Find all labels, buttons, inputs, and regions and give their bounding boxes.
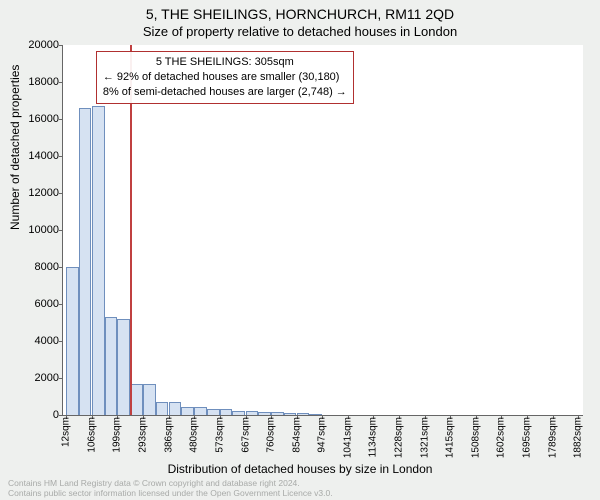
histogram-bar xyxy=(156,402,169,415)
x-tick-label: 1134sqm xyxy=(368,415,379,457)
y-tick-mark xyxy=(59,45,63,46)
histogram-bar xyxy=(309,414,322,415)
y-tick-mark xyxy=(59,156,63,157)
x-tick-label: 386sqm xyxy=(163,415,174,453)
footer-line-2: Contains public sector information licen… xyxy=(8,488,333,498)
histogram-bar xyxy=(181,407,194,415)
histogram-bar xyxy=(246,411,259,415)
y-tick-label: 16000 xyxy=(28,113,63,125)
info-box-line: 8% of semi-detached houses are larger (2… xyxy=(103,85,347,100)
x-axis-label: Distribution of detached houses by size … xyxy=(0,462,600,476)
histogram-bar xyxy=(117,319,130,415)
y-tick-mark xyxy=(59,341,63,342)
y-tick-mark xyxy=(59,119,63,120)
histogram-bar xyxy=(79,108,92,415)
histogram-bar xyxy=(232,411,245,415)
histogram-bar xyxy=(194,407,207,415)
y-axis-label: Number of detached properties xyxy=(8,65,22,230)
x-tick-label: 1695sqm xyxy=(521,415,532,458)
x-tick-label: 854sqm xyxy=(291,415,302,453)
x-tick-label: 106sqm xyxy=(87,415,98,453)
y-tick-label: 10000 xyxy=(28,224,63,236)
y-tick-mark xyxy=(59,304,63,305)
x-tick-label: 1228sqm xyxy=(394,415,405,458)
y-tick-mark xyxy=(59,230,63,231)
y-tick-mark xyxy=(59,193,63,194)
histogram-bar xyxy=(92,106,105,415)
y-tick-label: 20000 xyxy=(28,39,63,51)
y-tick-mark xyxy=(59,267,63,268)
x-tick-label: 12sqm xyxy=(61,415,72,447)
histogram-bar xyxy=(66,267,79,415)
x-tick-label: 1882sqm xyxy=(573,415,584,458)
histogram-bar xyxy=(169,402,182,415)
x-tick-label: 1789sqm xyxy=(547,415,558,458)
histogram-bar xyxy=(297,413,310,415)
histogram-bar xyxy=(284,413,297,415)
x-tick-label: 760sqm xyxy=(266,415,277,453)
x-tick-label: 573sqm xyxy=(214,415,225,453)
x-tick-label: 1321sqm xyxy=(419,415,430,458)
y-tick-label: 14000 xyxy=(28,150,63,162)
chart-title-main: 5, THE SHEILINGS, HORNCHURCH, RM11 2QD xyxy=(0,6,600,22)
chart-container: 5, THE SHEILINGS, HORNCHURCH, RM11 2QD S… xyxy=(0,0,600,500)
x-tick-label: 1415sqm xyxy=(445,415,456,458)
x-tick-label: 293sqm xyxy=(138,415,149,453)
histogram-bar xyxy=(207,409,220,415)
y-tick-mark xyxy=(59,82,63,83)
histogram-bar xyxy=(220,409,233,415)
x-tick-label: 480sqm xyxy=(189,415,200,453)
x-tick-label: 1041sqm xyxy=(342,415,353,458)
y-tick-mark xyxy=(59,378,63,379)
x-tick-label: 199sqm xyxy=(112,415,123,453)
y-tick-label: 12000 xyxy=(28,187,63,199)
info-box-line: 5 THE SHEILINGS: 305sqm xyxy=(103,55,347,70)
histogram-bar xyxy=(105,317,118,415)
x-tick-label: 947sqm xyxy=(317,415,328,453)
footer-line-1: Contains HM Land Registry data © Crown c… xyxy=(8,478,333,488)
info-box-line: ← 92% of detached houses are smaller (30… xyxy=(103,70,347,85)
footer-attribution: Contains HM Land Registry data © Crown c… xyxy=(8,478,333,498)
histogram-bar xyxy=(258,412,271,415)
x-tick-label: 667sqm xyxy=(240,415,251,453)
histogram-bar xyxy=(271,412,284,415)
info-box: 5 THE SHEILINGS: 305sqm← 92% of detached… xyxy=(96,51,354,104)
y-tick-label: 18000 xyxy=(28,76,63,88)
chart-title-sub: Size of property relative to detached ho… xyxy=(0,24,600,39)
histogram-bar xyxy=(143,384,156,415)
x-tick-label: 1508sqm xyxy=(470,415,481,458)
plot-area: 0200040006000800010000120001400016000180… xyxy=(62,45,583,416)
x-tick-label: 1602sqm xyxy=(496,415,507,458)
